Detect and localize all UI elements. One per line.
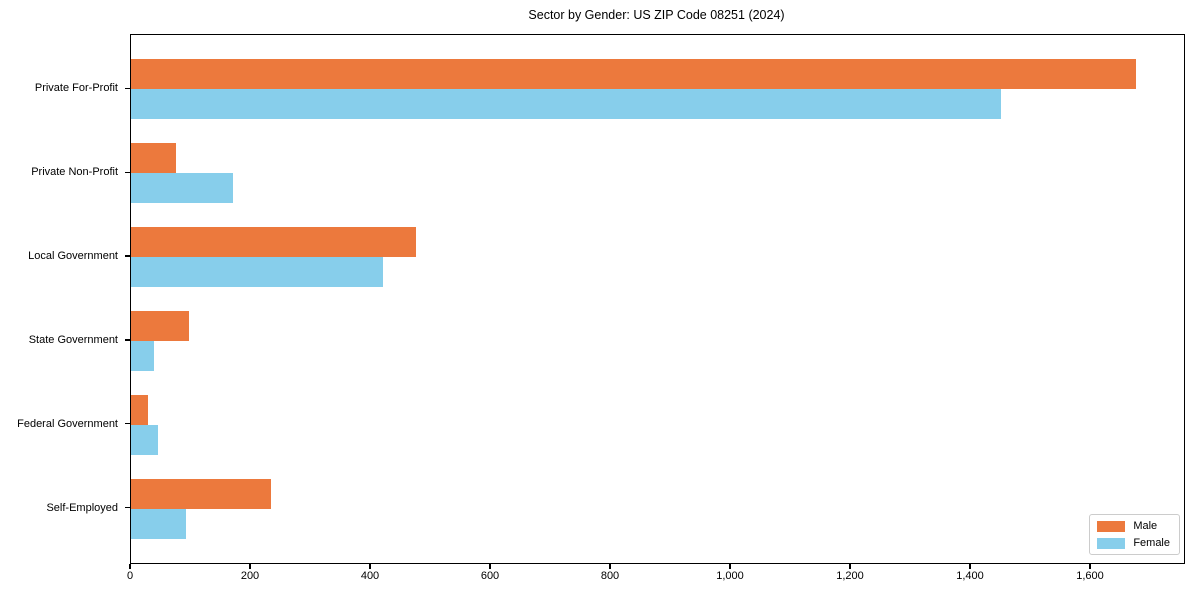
ytick-mark [125,255,130,257]
xtick-label-200: 200 [240,570,260,582]
legend-row-female: Female [1097,537,1170,549]
xtick-mark [969,563,971,569]
ytick-mark [125,171,130,174]
xtick-label-1-600: 1,600 [1076,570,1104,582]
xtick-mark [609,563,611,569]
xtick-mark [1089,563,1091,569]
legend-label-male: Male [1133,520,1158,532]
xtick-label-1-200: 1,200 [836,570,864,582]
legend-swatch-female [1097,537,1126,549]
ytick-label-federal-government: Federal Government [17,417,118,430]
legend: Male Female [1089,514,1180,555]
legend-row-male: Male [1097,520,1170,532]
ytick-mark [125,87,130,90]
bar-female-state-government [131,340,154,371]
ytick-mark [125,506,130,509]
legend-label-female: Female [1133,537,1170,549]
bar-male-federal-government [131,394,148,425]
bar-male-local-government [131,227,416,258]
bar-male-private-for-profit [131,59,1136,90]
xtick-label-400: 400 [360,570,380,582]
bar-female-federal-government [131,424,158,455]
xtick-mark [369,563,371,569]
xtick-mark [249,563,251,569]
xtick-label-600: 600 [480,570,500,582]
legend-swatch-male [1097,520,1126,532]
xtick-mark [489,563,491,569]
ytick-label-local-government: Local Government [28,250,118,263]
plot-area: Male Female [130,34,1185,564]
ytick-label-private-for-profit: Private For-Profit [34,82,118,95]
xtick-label-0: 0 [126,570,134,582]
ytick-label-private-non-profit: Private Non-Profit [31,166,118,179]
chart-title: Sector by Gender: US ZIP Code 08251 (202… [528,8,785,22]
xtick-label-1-000: 1,000 [716,570,744,582]
ytick-label-self-employed: Self-Employed [46,501,118,514]
bar-male-self-employed [131,478,271,509]
bar-female-private-for-profit [131,89,1001,120]
ytick-label-state-government: State Government [28,333,118,346]
bar-female-private-non-profit [131,173,233,204]
xtick-mark [729,563,731,569]
xtick-mark [129,563,131,569]
xtick-mark [849,563,851,569]
ytick-mark [125,422,130,425]
xtick-label-1-400: 1,400 [956,570,984,582]
ytick-mark [125,339,130,341]
bar-male-private-non-profit [131,143,176,174]
bar-female-self-employed [131,508,187,539]
xtick-label-800: 800 [600,570,620,582]
bar-female-local-government [131,257,383,288]
bar-male-state-government [131,310,190,341]
